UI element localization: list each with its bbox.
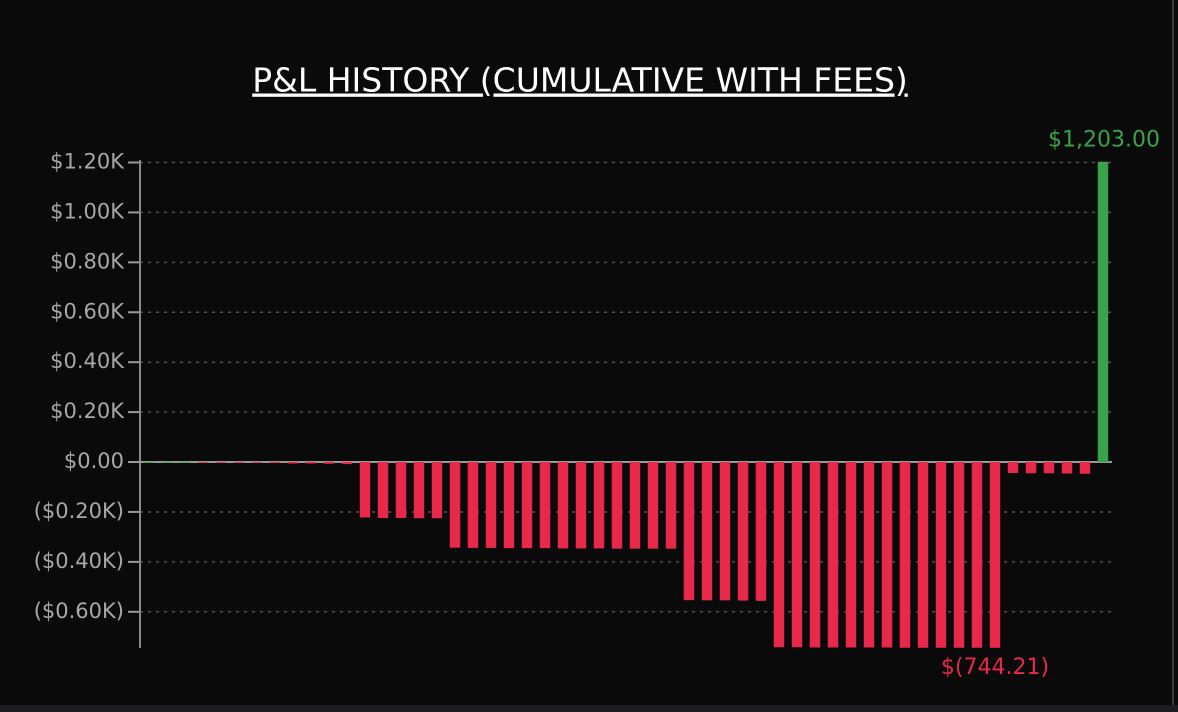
bar <box>611 462 623 549</box>
bar <box>431 462 443 519</box>
bar <box>161 462 173 463</box>
bar <box>1079 462 1091 474</box>
bar <box>737 462 749 601</box>
bar <box>503 462 515 549</box>
bar <box>251 462 263 463</box>
bar <box>809 462 821 648</box>
bar <box>269 462 281 464</box>
bar <box>881 462 893 648</box>
y-tick-label: $0.60K <box>50 299 125 323</box>
bar <box>179 462 191 463</box>
y-tick-label: $0.80K <box>50 249 125 273</box>
y-tick-label: $0.20K <box>50 399 125 423</box>
bar <box>539 462 551 549</box>
bar <box>971 462 983 648</box>
bar <box>791 462 803 648</box>
bar <box>521 462 533 549</box>
bar <box>287 462 299 464</box>
bar <box>143 462 155 463</box>
bar <box>665 462 677 549</box>
bar <box>863 462 875 648</box>
bar <box>917 462 929 648</box>
bar <box>629 462 641 549</box>
bar <box>773 462 785 648</box>
bar <box>323 462 335 464</box>
bar <box>953 462 965 648</box>
panel-footer <box>0 705 1178 712</box>
bar <box>989 462 1001 648</box>
bar <box>1025 462 1037 474</box>
y-tick-label: $1.00K <box>50 199 125 223</box>
bar <box>449 462 461 548</box>
bar <box>719 462 731 601</box>
bar <box>845 462 857 648</box>
value-label: $1,203.00 <box>1048 128 1160 153</box>
bar <box>1043 462 1055 474</box>
y-tick-label: ($0.60K) <box>34 599 124 623</box>
value-label: $(744.21) <box>941 655 1049 680</box>
bar <box>683 462 695 601</box>
bar <box>233 462 245 463</box>
bar <box>557 462 569 549</box>
bar <box>467 462 479 548</box>
bar <box>341 462 353 465</box>
y-tick-label: $0.40K <box>50 349 125 373</box>
y-tick-label: $0.00 <box>64 449 124 473</box>
bar <box>1097 161 1109 463</box>
bar <box>575 462 587 549</box>
bar <box>1007 462 1019 474</box>
bar <box>827 462 839 648</box>
bar <box>593 462 605 549</box>
y-tick-label: $1.20K <box>50 149 125 173</box>
y-tick-label: ($0.40K) <box>34 549 124 573</box>
bar <box>359 462 371 518</box>
bar <box>395 462 407 518</box>
y-tick-label: ($0.20K) <box>34 499 124 523</box>
bar <box>485 462 497 548</box>
bar <box>215 462 227 463</box>
bar <box>197 462 209 463</box>
bar <box>377 462 389 518</box>
bar <box>755 462 767 601</box>
chart-title: P&L HISTORY (CUMULATIVE WITH FEES) <box>252 61 908 100</box>
bar <box>647 462 659 549</box>
bar <box>1061 462 1073 474</box>
bar <box>413 462 425 519</box>
bar <box>899 462 911 648</box>
bar <box>935 462 947 648</box>
bar <box>305 462 317 464</box>
bar <box>701 462 713 601</box>
